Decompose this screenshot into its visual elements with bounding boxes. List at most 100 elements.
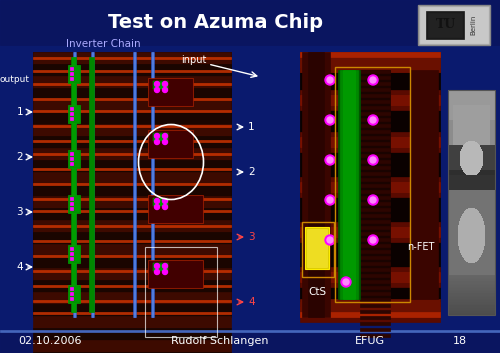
Bar — [70, 152, 73, 155]
Circle shape — [162, 133, 168, 138]
Bar — [33, 83, 231, 85]
Bar — [145, 247, 217, 337]
Bar — [360, 76, 390, 79]
Bar — [0, 330, 500, 353]
Bar — [33, 270, 231, 272]
Bar — [33, 304, 231, 316]
Bar — [360, 256, 390, 259]
Bar — [360, 178, 390, 181]
Bar — [69, 246, 79, 262]
Bar — [410, 70, 438, 299]
Bar — [153, 198, 168, 206]
Bar — [152, 52, 153, 317]
Circle shape — [343, 279, 349, 285]
Bar — [300, 52, 440, 72]
Bar — [69, 286, 79, 302]
Circle shape — [154, 269, 160, 275]
Bar — [149, 131, 192, 157]
Bar — [33, 153, 231, 155]
Bar — [300, 267, 440, 287]
Bar — [149, 79, 192, 105]
Bar — [360, 190, 390, 193]
Text: EFUG: EFUG — [355, 336, 385, 347]
Circle shape — [368, 195, 378, 205]
Text: Inverter Chain: Inverter Chain — [66, 39, 140, 49]
Bar — [300, 177, 440, 197]
Bar — [428, 13, 462, 37]
Bar — [70, 112, 73, 115]
Bar — [33, 124, 231, 136]
Bar — [70, 197, 73, 200]
Bar — [360, 316, 390, 319]
Bar — [33, 110, 231, 112]
Circle shape — [162, 198, 168, 203]
Bar — [69, 196, 79, 212]
Bar — [73, 52, 76, 317]
Bar — [33, 57, 231, 59]
Bar — [360, 262, 390, 265]
Bar — [74, 52, 75, 317]
Bar — [153, 263, 168, 271]
Text: 2: 2 — [16, 152, 23, 162]
Bar — [153, 133, 168, 141]
Text: input: input — [181, 55, 206, 65]
Circle shape — [162, 269, 168, 275]
Bar — [340, 70, 358, 299]
Bar — [360, 328, 390, 331]
Bar — [360, 184, 390, 187]
Circle shape — [162, 204, 168, 209]
Text: Berlin: Berlin — [470, 15, 476, 35]
Bar — [338, 70, 360, 299]
Circle shape — [327, 237, 333, 243]
Bar — [33, 168, 231, 170]
Bar — [33, 140, 231, 142]
Bar — [33, 136, 231, 148]
Bar — [360, 286, 390, 289]
Circle shape — [370, 237, 376, 243]
Bar — [360, 220, 390, 223]
Bar — [300, 307, 440, 317]
Bar — [360, 172, 390, 175]
Bar — [360, 160, 390, 163]
Bar — [300, 299, 440, 317]
Bar — [33, 280, 231, 292]
Circle shape — [327, 157, 333, 163]
Bar — [300, 222, 440, 242]
Bar — [360, 124, 390, 127]
Bar — [33, 52, 231, 64]
Circle shape — [368, 235, 378, 245]
Bar — [33, 292, 231, 304]
Bar — [69, 106, 79, 122]
Bar — [70, 202, 73, 205]
Text: Rudolf Schlangen: Rudolf Schlangen — [171, 336, 269, 347]
Bar — [448, 90, 495, 315]
Bar — [33, 52, 231, 317]
Bar — [307, 229, 327, 267]
Bar — [154, 82, 167, 88]
Bar — [33, 196, 231, 208]
Bar — [70, 72, 73, 75]
Circle shape — [162, 88, 168, 92]
Bar — [33, 240, 231, 242]
Bar — [300, 132, 440, 152]
Bar — [70, 107, 73, 110]
Bar — [33, 220, 231, 232]
Bar — [33, 312, 231, 314]
Bar — [300, 182, 440, 192]
Bar — [360, 214, 390, 217]
Bar — [360, 82, 390, 85]
Bar — [360, 154, 390, 157]
Bar — [92, 52, 93, 317]
Bar — [154, 199, 167, 205]
Bar — [360, 226, 390, 229]
Bar — [33, 184, 231, 196]
Bar — [360, 208, 390, 211]
Bar — [360, 130, 390, 133]
Text: 1: 1 — [248, 122, 254, 132]
Bar — [148, 260, 203, 288]
Text: 3: 3 — [248, 232, 254, 242]
Bar — [418, 5, 490, 45]
Bar — [360, 274, 390, 277]
Bar — [33, 316, 231, 328]
Bar — [70, 157, 73, 160]
